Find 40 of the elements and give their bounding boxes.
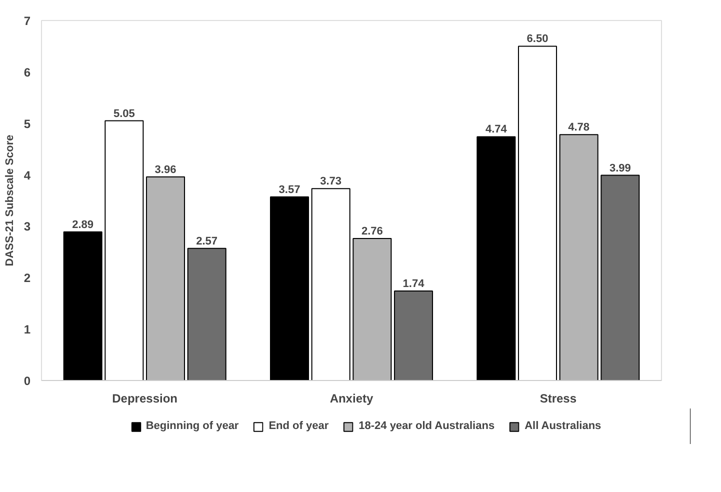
data-label: 3.99: [609, 162, 631, 174]
x-tick-label: Stress: [540, 392, 577, 406]
bar: [311, 188, 350, 380]
legend-label: 18-24 year old Australians: [358, 420, 495, 432]
bar: [352, 238, 392, 380]
bar: [146, 176, 186, 380]
data-label: 4.74: [485, 124, 508, 136]
data-label: 3.73: [320, 176, 342, 188]
bar: [559, 134, 598, 380]
data-label: 3.96: [154, 164, 176, 176]
y-axis-title: DASS-21 Subscale Score: [4, 134, 16, 266]
data-label: 2.57: [196, 235, 218, 248]
x-tick-label: Depression: [112, 392, 178, 406]
data-label: 1.74: [402, 278, 426, 290]
bar: [270, 196, 310, 380]
data-label: 4.78: [568, 122, 590, 134]
bar: [476, 136, 516, 380]
legend-label: All Australians: [524, 420, 602, 432]
y-tick-label: 4: [24, 168, 31, 182]
x-tick-label: Anxiety: [330, 392, 374, 406]
y-tick-label: 5: [24, 116, 31, 131]
legend-label: Beginning of year: [146, 420, 239, 432]
y-tick-label: 2: [24, 271, 31, 286]
y-tick-label: 1: [24, 322, 31, 337]
y-tick-label: 7: [24, 14, 31, 28]
bar: [394, 290, 434, 380]
data-label: 3.57: [278, 184, 300, 196]
data-label: 6.50: [526, 33, 548, 46]
y-tick-label: 6: [24, 65, 31, 80]
data-label: 5.05: [113, 108, 135, 120]
bar: [63, 231, 102, 380]
data-label: 2.89: [72, 218, 94, 231]
bar: [187, 248, 226, 380]
bar: [600, 174, 640, 380]
legend-label: End of year: [268, 420, 329, 432]
y-tick-label: 0: [24, 374, 31, 388]
bar: [518, 46, 558, 380]
bar: [104, 120, 144, 380]
y-tick-label: 3: [24, 220, 31, 234]
data-label: 2.76: [361, 226, 383, 238]
